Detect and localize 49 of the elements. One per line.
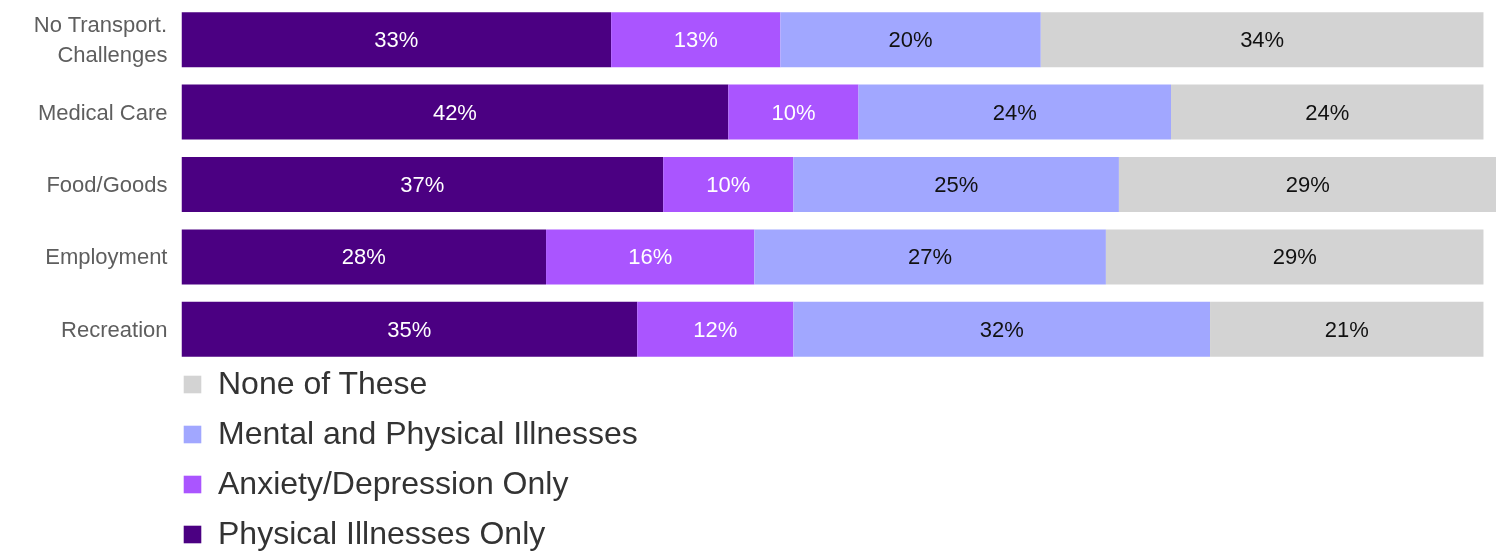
bar [1118,156,1496,213]
bar [858,84,1172,140]
data-label: 16% [628,244,673,270]
data-label: 29% [1285,172,1330,197]
bar [793,301,1211,357]
bar [1105,229,1484,285]
legend-label: Anxiety/Depression Only [218,465,569,502]
legend-label: None of These [218,365,428,402]
bar [1171,84,1484,140]
data-label: 28% [341,244,386,270]
bar [1210,301,1484,357]
bar [181,84,729,140]
bar [728,84,859,140]
bar [1040,12,1484,68]
data-label: 27% [908,244,953,270]
data-label: 32% [979,316,1024,342]
data-label: 33% [374,27,419,53]
bar [181,229,547,285]
bar [181,12,612,68]
bar [663,156,794,213]
bar [754,229,1106,285]
legend-label: Physical Illnesses Only [218,515,546,552]
legend-label: Mental and Physical Illnesses [218,415,638,452]
data-label: 37% [400,172,445,197]
bar [780,12,1041,68]
data-label: 42% [432,99,477,125]
bar [611,12,781,68]
y-tick-label: Recreation [61,316,168,342]
bar [181,156,664,213]
bar [546,229,755,285]
y-tick-label: Medical Care [37,99,168,125]
bar [181,301,638,357]
data-label: 25% [934,172,979,197]
bar [793,156,1119,213]
data-label: 21% [1324,316,1369,342]
data-label: 13% [673,27,718,53]
data-label: 29% [1272,244,1317,270]
data-label: 10% [706,172,751,197]
y-tick-label: No Transport. Challenges [33,12,168,68]
data-label: 12% [693,316,738,342]
data-label: 10% [771,99,816,125]
bar [637,301,794,357]
data-label: 20% [888,27,933,53]
y-tick-label: Food/Goods [46,172,168,197]
data-label: 24% [992,99,1037,125]
data-label: 35% [387,316,432,342]
data-label: 34% [1240,27,1285,53]
y-tick-label: Employment [45,244,168,270]
data-label: 24% [1305,99,1350,125]
